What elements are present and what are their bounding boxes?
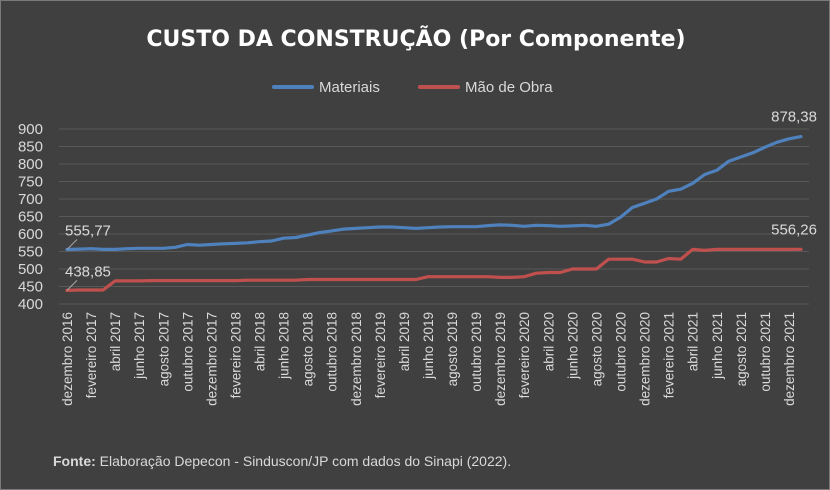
source-note: Fonte: Elaboração Depecon - Sinduscon/JP… <box>53 453 511 469</box>
x-tick-label: outubro 2017 <box>180 312 195 392</box>
x-tick-label: agosto 2020 <box>589 312 604 386</box>
x-tick-label: outubro 2019 <box>469 312 484 392</box>
x-tick-label: abril 2017 <box>108 312 123 371</box>
data-label-last: 556,26 <box>771 221 817 238</box>
x-tick-label: agosto 2017 <box>156 312 171 386</box>
y-tick-label: 700 <box>18 191 43 208</box>
x-tick-label: dezembro 2017 <box>204 312 219 406</box>
data-label-last: 878,38 <box>771 109 817 126</box>
y-tick-label: 850 <box>18 139 43 156</box>
x-tick-label: dezembro 2020 <box>638 312 653 406</box>
x-tick-label: fevereiro 2019 <box>373 312 388 398</box>
gridlines <box>59 128 809 305</box>
x-tick-label: dezembro 2018 <box>349 312 364 406</box>
x-tick-label: agosto 2019 <box>445 312 460 386</box>
x-tick-label: fevereiro 2021 <box>662 312 677 398</box>
label-leader <box>66 280 78 291</box>
legend-label-mao-de-obra: Mão de Obra <box>465 79 553 96</box>
x-tick-label: junho 2018 <box>277 312 292 380</box>
x-tick-label: fevereiro 2018 <box>228 312 243 398</box>
chart-title: CUSTO DA CONSTRUÇÃO (Por Componente) <box>146 26 685 52</box>
x-tick-label: abril 2020 <box>541 312 556 371</box>
y-tick-label: 800 <box>18 156 43 173</box>
y-tick-label: 450 <box>18 279 43 296</box>
legend-label-materiais: Materiais <box>319 79 380 96</box>
y-tick-label: 650 <box>18 209 43 226</box>
y-tick-label: 750 <box>18 174 43 191</box>
series-line-materiais <box>65 135 803 252</box>
x-tick-label: abril 2021 <box>686 312 701 371</box>
y-tick-label: 500 <box>18 261 43 278</box>
x-tick-label: junho 2021 <box>710 312 725 380</box>
x-tick-label: outubro 2020 <box>614 312 629 392</box>
x-tick-label: dezembro 2019 <box>493 312 508 406</box>
data-labels: 555,77 878,38 438,85 556,26 <box>65 109 817 291</box>
data-label-first: 555,77 <box>65 222 111 239</box>
series <box>65 135 803 292</box>
x-tick-label: outubro 2021 <box>758 312 773 392</box>
x-tick-label: outubro 2018 <box>325 312 340 392</box>
legend: Materiais Mão de Obra <box>272 79 553 96</box>
x-tick-label: fevereiro 2020 <box>517 312 532 398</box>
y-tick-label: 600 <box>18 226 43 243</box>
x-tick-label: abril 2019 <box>397 312 412 371</box>
series-line-mao-de-obra <box>65 247 803 292</box>
x-tick-label: agosto 2021 <box>734 312 749 386</box>
x-tick-label: agosto 2018 <box>301 312 316 386</box>
y-tick-label: 400 <box>18 296 43 313</box>
x-tick-label: fevereiro 2017 <box>84 312 99 398</box>
label-leader <box>66 239 78 250</box>
x-tick-label: junho 2019 <box>421 312 436 380</box>
y-tick-label: 550 <box>18 244 43 261</box>
x-tick-label: dezembro 2016 <box>60 312 75 406</box>
x-tick-label: junho 2017 <box>132 312 147 380</box>
x-tick-label: junho 2020 <box>565 312 580 380</box>
y-tick-label: 900 <box>18 121 43 138</box>
x-axis: dezembro 2016 fevereiro 2017 abril 2017 jun… <box>60 312 797 406</box>
x-tick-label: abril 2018 <box>253 312 268 371</box>
x-tick-label: dezembro 2021 <box>782 312 797 406</box>
source-lead: Fonte: <box>53 453 96 469</box>
data-label-first: 438,85 <box>65 263 111 280</box>
source-text: Elaboração Depecon - Sinduscon/JP com da… <box>95 453 512 469</box>
